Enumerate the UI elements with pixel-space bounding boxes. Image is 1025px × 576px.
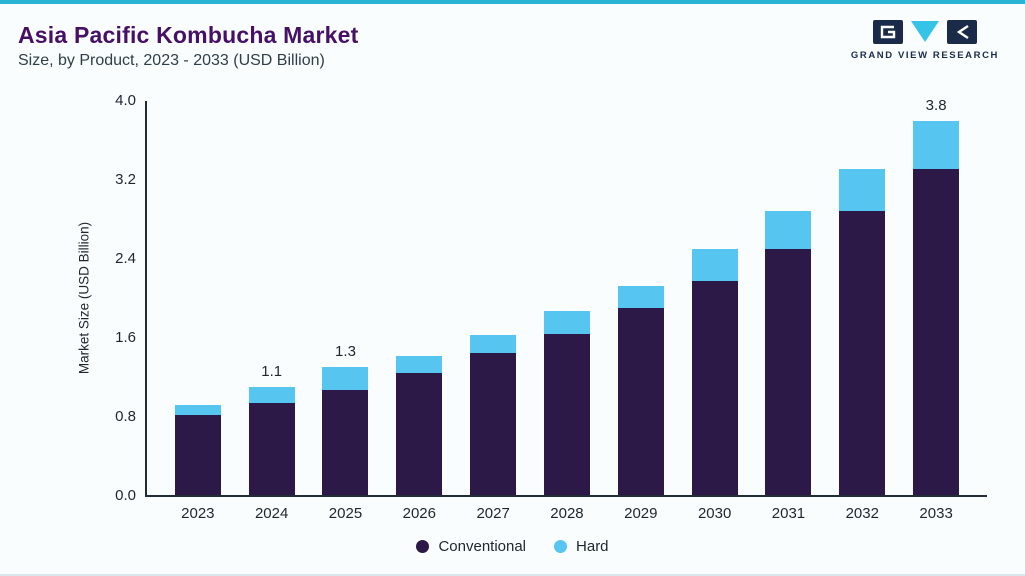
bar-group-2032: 2032 [839,101,886,522]
bar-segment-hard-2032 [839,168,886,212]
bar-segment-hard-2030 [691,248,738,282]
bar-segment-conventional-2029 [617,307,664,495]
bar-segment-conventional-2031 [765,248,812,495]
header: Asia Pacific Kombucha Market Size, by Pr… [0,14,1025,70]
bar-segment-conventional-2033 [913,168,960,495]
bar-segment-conventional-2030 [691,281,738,495]
title-block: Asia Pacific Kombucha Market Size, by Pr… [18,14,359,70]
page-title: Asia Pacific Kombucha Market [18,22,359,48]
logo-triangle-icon [910,20,940,44]
y-tick-label: 0.0 [115,487,136,504]
legend-item-hard: Hard [554,538,609,555]
x-tick-label-2030: 2030 [697,505,732,522]
legend-dot-conventional [416,540,430,553]
bar-group-2029: 2029 [617,101,664,522]
x-tick-label-2033: 2033 [919,505,953,522]
y-axis-ticks: 4.0 3.2 2.4 1.6 0.8 0.0 [92,93,136,504]
bar-segment-conventional-2025 [322,389,369,495]
logo-g-icon [872,20,903,44]
y-tick-label: 2.4 [115,250,136,267]
legend-dot-hard [554,540,568,553]
bar-segment-conventional-2024 [248,403,295,495]
y-tick-label: 1.6 [115,329,136,346]
bar-segment-conventional-2027 [470,353,517,495]
x-tick-label-2024: 2024 [254,505,289,522]
x-tick-label-2031: 2031 [771,505,806,522]
bar-group-2025: 1.3 2025 [322,101,369,522]
bar-segment-hard-2029 [617,286,664,308]
brand-logo: GRAND VIEW RESEARCH [851,20,999,61]
bar-segment-hard-2028 [543,310,590,335]
y-tick-label: 0.8 [115,408,136,425]
bar-segment-conventional-2032 [839,211,886,495]
x-tick-label-2026: 2026 [402,505,436,522]
x-tick-label-2029: 2029 [624,505,658,522]
bar-group-2030: 2030 [691,101,738,522]
bar-segment-hard-2031 [765,211,812,249]
bar-value-label-2024: 1.1 [261,362,283,380]
bar-value-label-2033: 3.8 [925,96,947,114]
legend-item-conventional: Conventional [416,538,526,555]
y-axis-title: Market Size (USD Billion) [76,221,92,375]
logo-shapes [872,20,977,44]
bar-segment-conventional-2026 [396,372,443,495]
bar-segment-hard-2024 [248,386,295,404]
bar-segment-hard-2027 [470,335,517,354]
top-accent-bar [0,0,1025,4]
page-subtitle: Size, by Product, 2023 - 2033 (USD Billi… [18,52,325,69]
bar-segment-conventional-2023 [174,415,221,495]
bar-group-2027: 2027 [470,101,517,522]
bar-group-2031: 2031 [765,101,812,522]
bar-segment-conventional-2028 [543,334,590,495]
chart-area: Market Size (USD Billion) 4.0 3.2 2.4 1.6 0.… [0,90,1025,530]
y-tick-label: 3.2 [115,171,136,188]
x-tick-label-2025: 2025 [328,505,363,522]
bar-segment-hard-2033 [913,120,960,169]
y-tick-label: 4.0 [115,92,136,109]
legend-label-conventional: Conventional [438,538,527,555]
x-tick-label-2032: 2032 [845,505,879,522]
x-tick-label-2023: 2023 [181,505,215,522]
brand-name: GRAND VIEW RESEARCH [850,50,999,61]
bar-segment-hard-2023 [174,405,221,416]
x-tick-label-2028: 2028 [550,505,584,522]
legend-label-hard: Hard [576,538,609,555]
bar-segment-hard-2025 [322,366,369,390]
bar-value-label-2025: 1.3 [335,342,356,360]
x-tick-label-2027: 2027 [476,505,510,522]
bar-group-2023: 2023 [174,101,221,522]
chart-legend: Conventional Hard [0,538,1025,555]
plot-area: 2023 1.1 2024 1.3 2025 2026 2027 2028 2029 2030 20… [145,97,987,522]
logo-arrow-icon [946,20,977,44]
bar-group-2026: 2026 [396,101,443,522]
bar-group-2024: 1.1 2024 [248,101,295,522]
bar-segment-hard-2026 [396,356,443,373]
bar-group-2033: 3.8 2033 [913,97,960,522]
bar-group-2028: 2028 [543,101,590,522]
